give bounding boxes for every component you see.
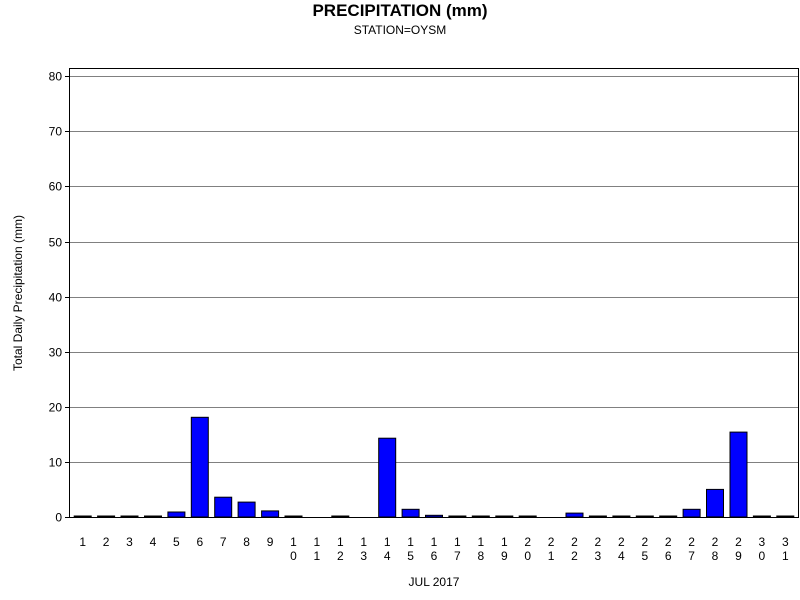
x-axis-ticks: 1 2 3 4 5 6 7 8 9 1 01 11 21 31 41 51 61 71 81 92 02 12 22 32 42… [79, 535, 789, 563]
y-axis-ticks: 0 10 20 30 40 50 60 70 80 [49, 70, 70, 525]
bar-day-28 [706, 488, 724, 518]
y-tick-label-10: 10 [49, 456, 63, 470]
bar-day-8 [237, 501, 256, 518]
x-tick-label-2: 2 [103, 535, 110, 549]
bar-day-26 [659, 515, 678, 518]
x-tick-label-1: 1 [79, 535, 86, 549]
grid-lines [70, 76, 798, 463]
x-tick-label-5: 5 [173, 535, 180, 549]
bar-day-9 [261, 510, 280, 518]
bar-day-24 [612, 515, 631, 518]
x-tick-label-4: 4 [150, 535, 157, 549]
y-tick-label-30: 30 [49, 346, 63, 360]
bar-day-5 [167, 511, 186, 518]
bar-day-14 [378, 437, 397, 518]
bar-day-3 [120, 515, 139, 518]
bar-day-16 [425, 514, 443, 518]
bar-day-31 [776, 515, 795, 518]
y-tick-label-80: 80 [49, 70, 63, 84]
y-tick-label-0: 0 [55, 511, 62, 525]
x-tick-label-3: 3 [126, 535, 133, 549]
bar-day-19 [495, 515, 514, 518]
bar-day-25 [635, 515, 654, 518]
y-tick-label-70: 70 [49, 125, 63, 139]
bar-day-7 [214, 496, 233, 518]
y-axis-label: Total Daily Precipitation (mm) [11, 215, 25, 371]
x-tick-label-8: 8 [243, 535, 250, 549]
bar-day-23 [588, 515, 607, 518]
bar-day-1 [73, 515, 92, 518]
bar-day-10 [284, 515, 303, 518]
bar-day-12 [331, 515, 350, 518]
bar-day-2 [97, 515, 116, 518]
bar-day-6 [190, 416, 209, 518]
chart-title: PRECIPITATION (mm) [312, 1, 488, 20]
y-tick-label-40: 40 [49, 291, 63, 305]
bar-day-4 [144, 515, 162, 518]
bar-day-22 [565, 512, 584, 518]
plot-area-frame [69, 68, 799, 518]
bar-day-30 [752, 515, 771, 518]
bar-day-15 [401, 508, 420, 518]
x-tick-label-6: 6 [196, 535, 203, 549]
y-tick-label-60: 60 [49, 180, 63, 194]
bar-day-29 [729, 431, 748, 518]
bar-day-20 [518, 515, 537, 518]
bars [73, 416, 795, 518]
y-tick-label-50: 50 [49, 236, 63, 250]
bar-day-27 [682, 508, 701, 518]
x-tick-label-9: 9 [267, 535, 274, 549]
bar-day-18 [471, 515, 490, 518]
bar-day-17 [448, 515, 467, 518]
chart-subtitle: STATION=OYSM [353, 23, 447, 37]
x-tick-label-7: 7 [220, 535, 227, 549]
y-tick-label-20: 20 [49, 401, 63, 415]
x-axis-label: JUL 2017 [409, 575, 460, 589]
